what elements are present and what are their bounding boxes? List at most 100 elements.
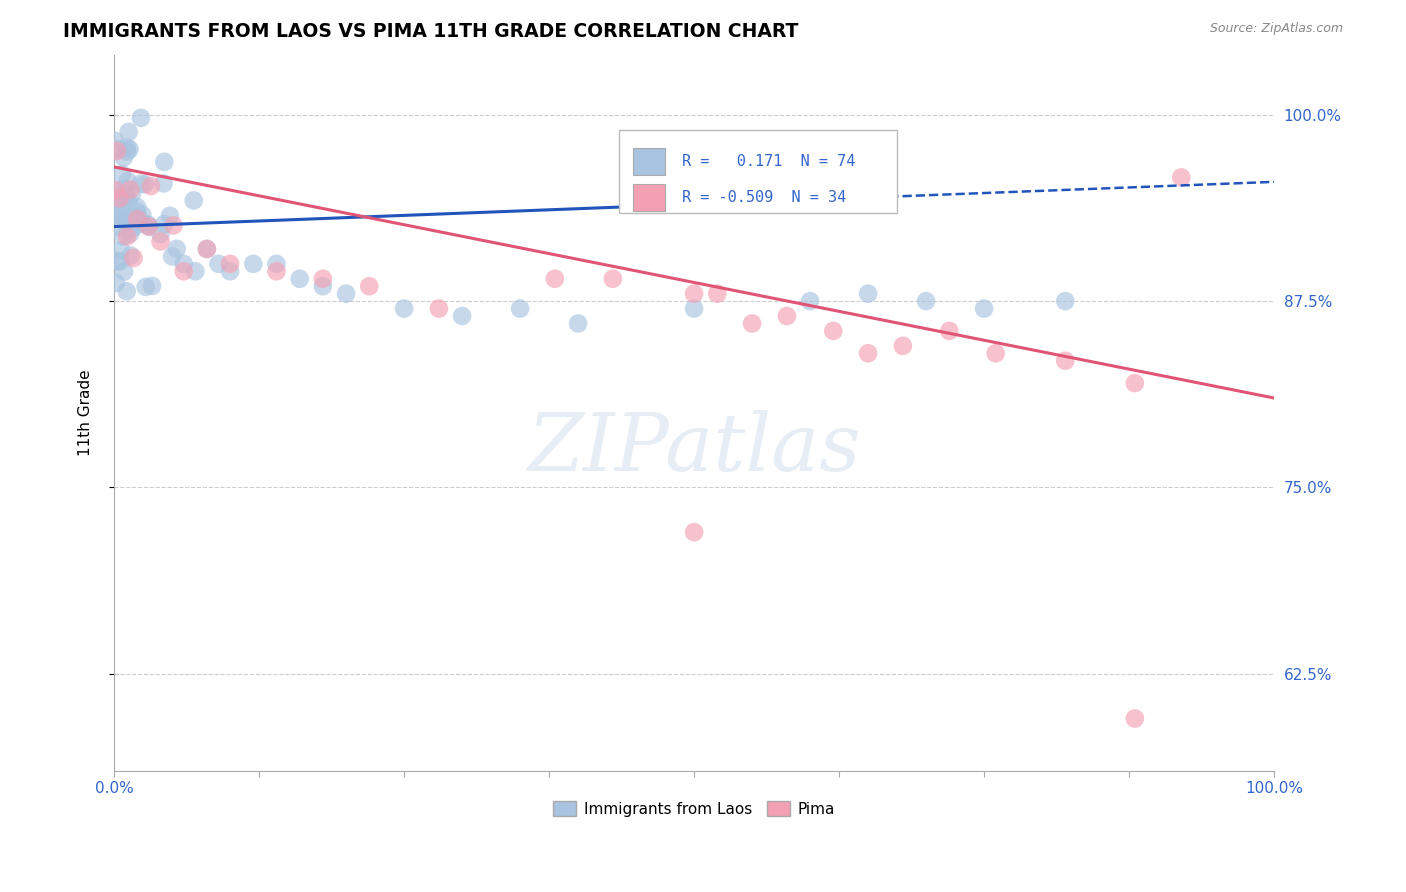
Point bbox=[108, 142, 131, 156]
Point bbox=[120, 248, 142, 262]
Text: Source: ZipAtlas.com: Source: ZipAtlas.com bbox=[1209, 22, 1343, 36]
Point bbox=[544, 271, 567, 285]
Point bbox=[120, 183, 142, 197]
Point bbox=[141, 278, 163, 293]
Point bbox=[166, 242, 188, 256]
Text: R =   0.171  N = 74: R = 0.171 N = 74 bbox=[682, 154, 856, 169]
Point bbox=[115, 188, 138, 202]
Point bbox=[138, 219, 160, 234]
FancyBboxPatch shape bbox=[619, 130, 897, 212]
Point bbox=[110, 209, 132, 223]
Point bbox=[117, 194, 139, 208]
Point bbox=[195, 242, 218, 256]
Point bbox=[139, 179, 162, 194]
FancyBboxPatch shape bbox=[633, 184, 665, 211]
Point bbox=[127, 210, 149, 224]
Point bbox=[706, 286, 728, 301]
Text: R = -0.509  N = 34: R = -0.509 N = 34 bbox=[682, 190, 846, 205]
Point bbox=[242, 257, 264, 271]
Point bbox=[121, 187, 143, 202]
Point bbox=[104, 276, 127, 290]
Point bbox=[152, 177, 174, 191]
Legend: Immigrants from Laos, Pima: Immigrants from Laos, Pima bbox=[553, 801, 835, 817]
Point bbox=[117, 125, 139, 139]
Point bbox=[856, 346, 879, 360]
Point bbox=[567, 317, 589, 331]
Point bbox=[107, 205, 129, 219]
Point bbox=[108, 254, 131, 268]
Point bbox=[1054, 294, 1077, 309]
Point bbox=[115, 284, 138, 298]
Y-axis label: 11th Grade: 11th Grade bbox=[79, 369, 93, 456]
Point bbox=[335, 286, 357, 301]
Point bbox=[266, 257, 288, 271]
Point bbox=[129, 177, 152, 191]
Point bbox=[683, 525, 706, 540]
Point bbox=[127, 204, 149, 219]
Point bbox=[207, 257, 229, 271]
Point bbox=[823, 324, 845, 338]
Point bbox=[1123, 712, 1146, 726]
Point bbox=[1054, 353, 1077, 368]
Point bbox=[312, 279, 335, 293]
Point bbox=[108, 191, 131, 205]
Point bbox=[741, 317, 763, 331]
Point bbox=[112, 264, 135, 278]
Point bbox=[112, 229, 135, 244]
Point bbox=[183, 194, 205, 208]
Point bbox=[115, 212, 138, 227]
Point bbox=[104, 134, 127, 148]
Point bbox=[159, 209, 181, 223]
Point bbox=[984, 346, 1007, 360]
Point bbox=[683, 301, 706, 316]
Point bbox=[915, 294, 938, 309]
FancyBboxPatch shape bbox=[633, 148, 665, 175]
Point bbox=[118, 142, 141, 156]
Point bbox=[312, 271, 335, 285]
Point bbox=[683, 286, 706, 301]
Point bbox=[134, 178, 156, 192]
Point bbox=[509, 301, 531, 316]
Point bbox=[602, 271, 624, 285]
Point bbox=[173, 264, 195, 278]
Point bbox=[108, 220, 131, 235]
Point bbox=[173, 257, 195, 271]
Point bbox=[122, 220, 145, 235]
Point bbox=[195, 242, 218, 256]
Point bbox=[110, 244, 132, 258]
Point bbox=[105, 254, 128, 268]
Text: IMMIGRANTS FROM LAOS VS PIMA 11TH GRADE CORRELATION CHART: IMMIGRANTS FROM LAOS VS PIMA 11TH GRADE … bbox=[63, 22, 799, 41]
Point bbox=[162, 219, 184, 233]
Point bbox=[266, 264, 288, 278]
Point bbox=[131, 208, 153, 222]
Point bbox=[359, 279, 381, 293]
Point bbox=[120, 227, 142, 241]
Text: ZIPatlas: ZIPatlas bbox=[527, 410, 860, 487]
Point bbox=[392, 301, 415, 316]
Point bbox=[288, 271, 311, 285]
Point bbox=[117, 213, 139, 227]
Point bbox=[799, 294, 821, 309]
Point bbox=[149, 227, 172, 241]
Point bbox=[973, 301, 995, 316]
Point bbox=[1170, 170, 1192, 185]
Point bbox=[1123, 376, 1146, 390]
Point bbox=[135, 280, 157, 294]
Point bbox=[104, 184, 127, 198]
Point bbox=[153, 154, 176, 169]
Point bbox=[104, 183, 127, 197]
Point bbox=[138, 219, 160, 234]
Point bbox=[104, 194, 127, 209]
Point bbox=[125, 217, 148, 231]
Point bbox=[114, 182, 136, 196]
Point bbox=[112, 191, 135, 205]
Point bbox=[129, 111, 152, 125]
Point bbox=[219, 264, 242, 278]
Point bbox=[136, 218, 159, 232]
Point bbox=[115, 141, 138, 155]
Point bbox=[451, 309, 474, 323]
Point bbox=[132, 217, 155, 231]
Point bbox=[219, 257, 242, 271]
Point bbox=[776, 309, 799, 323]
Point bbox=[112, 151, 135, 165]
